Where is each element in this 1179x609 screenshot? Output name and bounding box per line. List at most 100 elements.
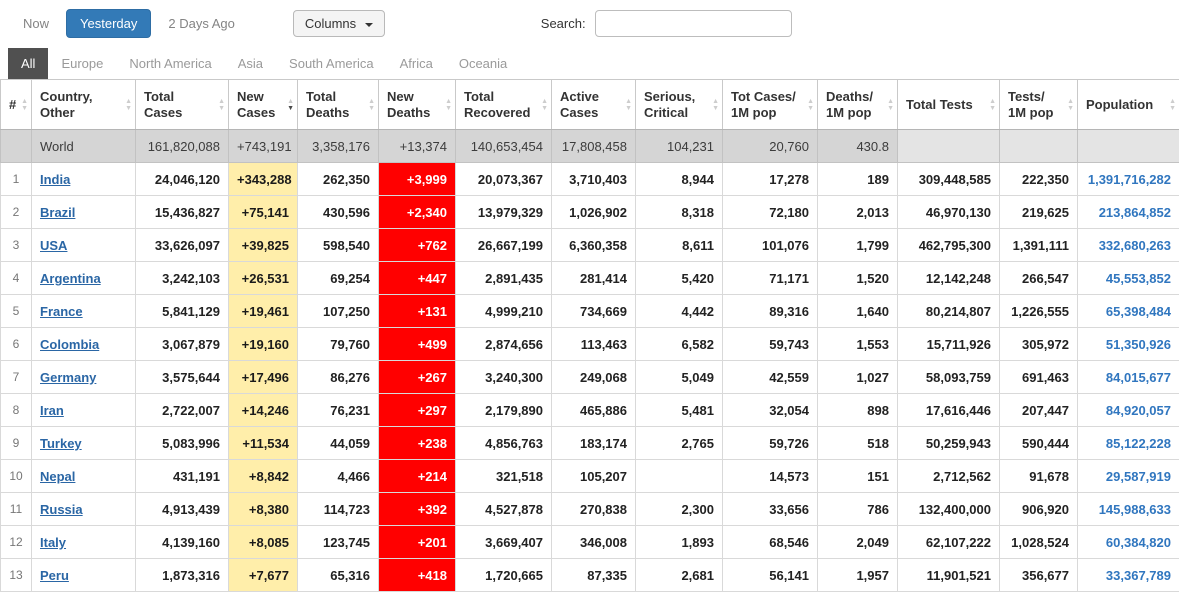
sort-toggle-icon[interactable]: ▲ ▼: [218, 97, 225, 112]
population-cell: 45,553,852: [1077, 261, 1179, 295]
deaths-per-1m-cell: 430.8: [817, 129, 898, 163]
country-link[interactable]: USA: [40, 238, 68, 253]
country-link[interactable]: Italy: [40, 535, 67, 550]
table-body: World 161,820,088 +743,191 3,358,176 +13,374…: [0, 129, 1179, 592]
country-link[interactable]: Iran: [40, 403, 64, 418]
sort-toggle-icon[interactable]: ▲ ▼: [887, 97, 894, 112]
covid-stats-table: # ▲ ▼ Country, Other ▲ ▼ Total Cases ▲ ▼ New Case…: [0, 79, 1179, 592]
country-row: 4 Argentina 3,242,103 +26,531 69,254 +447 2,89…: [0, 261, 1179, 295]
column-header-total_deaths[interactable]: Total Deaths ▲ ▼: [297, 79, 379, 130]
sort-toggle-icon[interactable]: ▲ ▼: [445, 97, 452, 112]
rank-cell: [0, 129, 32, 163]
country-link[interactable]: Turkey: [40, 436, 82, 451]
deaths-per-1m-cell: 1,957: [817, 558, 898, 592]
column-header-active_cases[interactable]: Active Cases ▲ ▼: [551, 79, 636, 130]
column-header-new_cases[interactable]: New Cases ▲ ▼: [228, 79, 298, 130]
sort-toggle-icon[interactable]: ▲ ▼: [21, 97, 28, 112]
deaths-per-1m-cell: 1,799: [817, 228, 898, 262]
population-cell: 213,864,852: [1077, 195, 1179, 229]
columns-dropdown-button[interactable]: Columns: [292, 10, 385, 37]
yesterday-button[interactable]: Yesterday: [66, 9, 152, 38]
new-cases-cell: +17,496: [228, 360, 298, 394]
country-link[interactable]: Argentina: [40, 271, 101, 286]
total-recovered-cell: 140,653,454: [455, 129, 552, 163]
sort-toggle-icon[interactable]: ▲ ▼: [1169, 97, 1176, 112]
tab-oceania[interactable]: Oceania: [458, 56, 508, 71]
search-input[interactable]: [594, 10, 792, 37]
total-tests-cell: 17,616,446: [897, 393, 1000, 427]
sort-toggle-icon[interactable]: ▲ ▼: [807, 97, 814, 112]
rank-cell: 4: [0, 261, 32, 295]
deaths-per-1m-cell: 2,013: [817, 195, 898, 229]
cases-per-1m-cell: 59,726: [722, 426, 818, 460]
country-link[interactable]: Colombia: [40, 337, 100, 352]
column-header-tests_per_1m[interactable]: Tests/ 1M pop ▲ ▼: [999, 79, 1078, 130]
column-header-rank[interactable]: # ▲ ▼: [0, 79, 32, 130]
column-header-cases_per_1m[interactable]: Tot Cases/ 1M pop ▲ ▼: [722, 79, 818, 130]
column-header-total_cases[interactable]: Total Cases ▲ ▼: [135, 79, 229, 130]
country-link[interactable]: India: [40, 172, 71, 187]
sort-toggle-icon[interactable]: ▲ ▼: [1067, 97, 1074, 112]
tab-europe[interactable]: Europe: [61, 56, 104, 71]
active-cases-cell: 183,174: [551, 426, 636, 460]
total-deaths-cell: 44,059: [297, 426, 379, 460]
new-deaths-cell: +201: [378, 525, 456, 559]
sort-toggle-icon[interactable]: ▲ ▼: [125, 97, 132, 112]
new-deaths-cell: +267: [378, 360, 456, 394]
sort-toggle-icon[interactable]: ▲ ▼: [625, 97, 632, 112]
rank-cell: 13: [0, 558, 32, 592]
column-header-total_tests[interactable]: Total Tests ▲ ▼: [897, 79, 1000, 130]
column-header-new_deaths[interactable]: New Deaths ▲ ▼: [378, 79, 456, 130]
deaths-per-1m-cell: 1,640: [817, 294, 898, 328]
sort-toggle-icon[interactable]: ▲ ▼: [368, 97, 375, 112]
tests-per-1m-cell: [999, 129, 1078, 163]
country-link[interactable]: France: [40, 304, 83, 319]
tests-per-1m-cell: 222,350: [999, 162, 1078, 196]
country-link[interactable]: Nepal: [40, 469, 76, 484]
new-deaths-cell: +238: [378, 426, 456, 460]
cases-per-1m-cell: 101,076: [722, 228, 818, 262]
tab-africa[interactable]: Africa: [399, 56, 433, 71]
column-header-serious_critical[interactable]: Serious, Critical ▲ ▼: [635, 79, 723, 130]
country-cell: Peru: [31, 558, 136, 592]
total-recovered-cell: 2,179,890: [455, 393, 552, 427]
tab-north-america[interactable]: North America: [129, 56, 212, 71]
country-link[interactable]: Germany: [40, 370, 97, 385]
active-cases-cell: 6,360,358: [551, 228, 636, 262]
country-link[interactable]: Russia: [40, 502, 83, 517]
active-cases-cell: 281,414: [551, 261, 636, 295]
total-deaths-cell: 76,231: [297, 393, 379, 427]
country-row: 3 USA 33,626,097 +39,825 598,540 +762 26,667,1…: [0, 228, 1179, 262]
total-tests-cell: 46,970,130: [897, 195, 1000, 229]
column-header-country[interactable]: Country, Other ▲ ▼: [31, 79, 136, 130]
sort-toggle-icon[interactable]: ▲ ▼: [287, 97, 294, 112]
two-days-ago-button[interactable]: 2 Days Ago: [168, 16, 235, 31]
country-link[interactable]: Brazil: [40, 205, 76, 220]
tab-south-america[interactable]: South America: [289, 56, 374, 71]
country-row: 2 Brazil 15,436,827 +75,141 430,596 +2,340 13,…: [0, 195, 1179, 229]
total-cases-cell: 4,913,439: [135, 492, 229, 526]
total-recovered-cell: 13,979,329: [455, 195, 552, 229]
cases-per-1m-cell: 42,559: [722, 360, 818, 394]
column-header-population[interactable]: Population ▲ ▼: [1077, 79, 1179, 130]
population-cell: 65,398,484: [1077, 294, 1179, 328]
active-cases-cell: 465,886: [551, 393, 636, 427]
country-cell: Iran: [31, 393, 136, 427]
tests-per-1m-cell: 1,028,524: [999, 525, 1078, 559]
deaths-per-1m-cell: 518: [817, 426, 898, 460]
country-row: 7 Germany 3,575,644 +17,496 86,276 +267 3,240,…: [0, 360, 1179, 394]
now-button[interactable]: Now: [23, 16, 50, 31]
sort-toggle-icon[interactable]: ▲ ▼: [989, 97, 996, 112]
tests-per-1m-cell: 91,678: [999, 459, 1078, 493]
column-header-total_recovered[interactable]: Total Recovered ▲ ▼: [455, 79, 552, 130]
tab-asia[interactable]: Asia: [237, 56, 264, 71]
total-tests-cell: 11,901,521: [897, 558, 1000, 592]
country-link[interactable]: Peru: [40, 568, 69, 583]
column-header-deaths_per_1m[interactable]: Deaths/ 1M pop ▲ ▼: [817, 79, 898, 130]
total-recovered-cell: 1,720,665: [455, 558, 552, 592]
country-row: 9 Turkey 5,083,996 +11,534 44,059 +238 4,856,7…: [0, 426, 1179, 460]
sort-toggle-icon[interactable]: ▲ ▼: [712, 97, 719, 112]
tab-all[interactable]: All: [8, 48, 49, 79]
sort-toggle-icon[interactable]: ▲ ▼: [541, 97, 548, 112]
serious-critical-cell: 104,231: [635, 129, 723, 163]
